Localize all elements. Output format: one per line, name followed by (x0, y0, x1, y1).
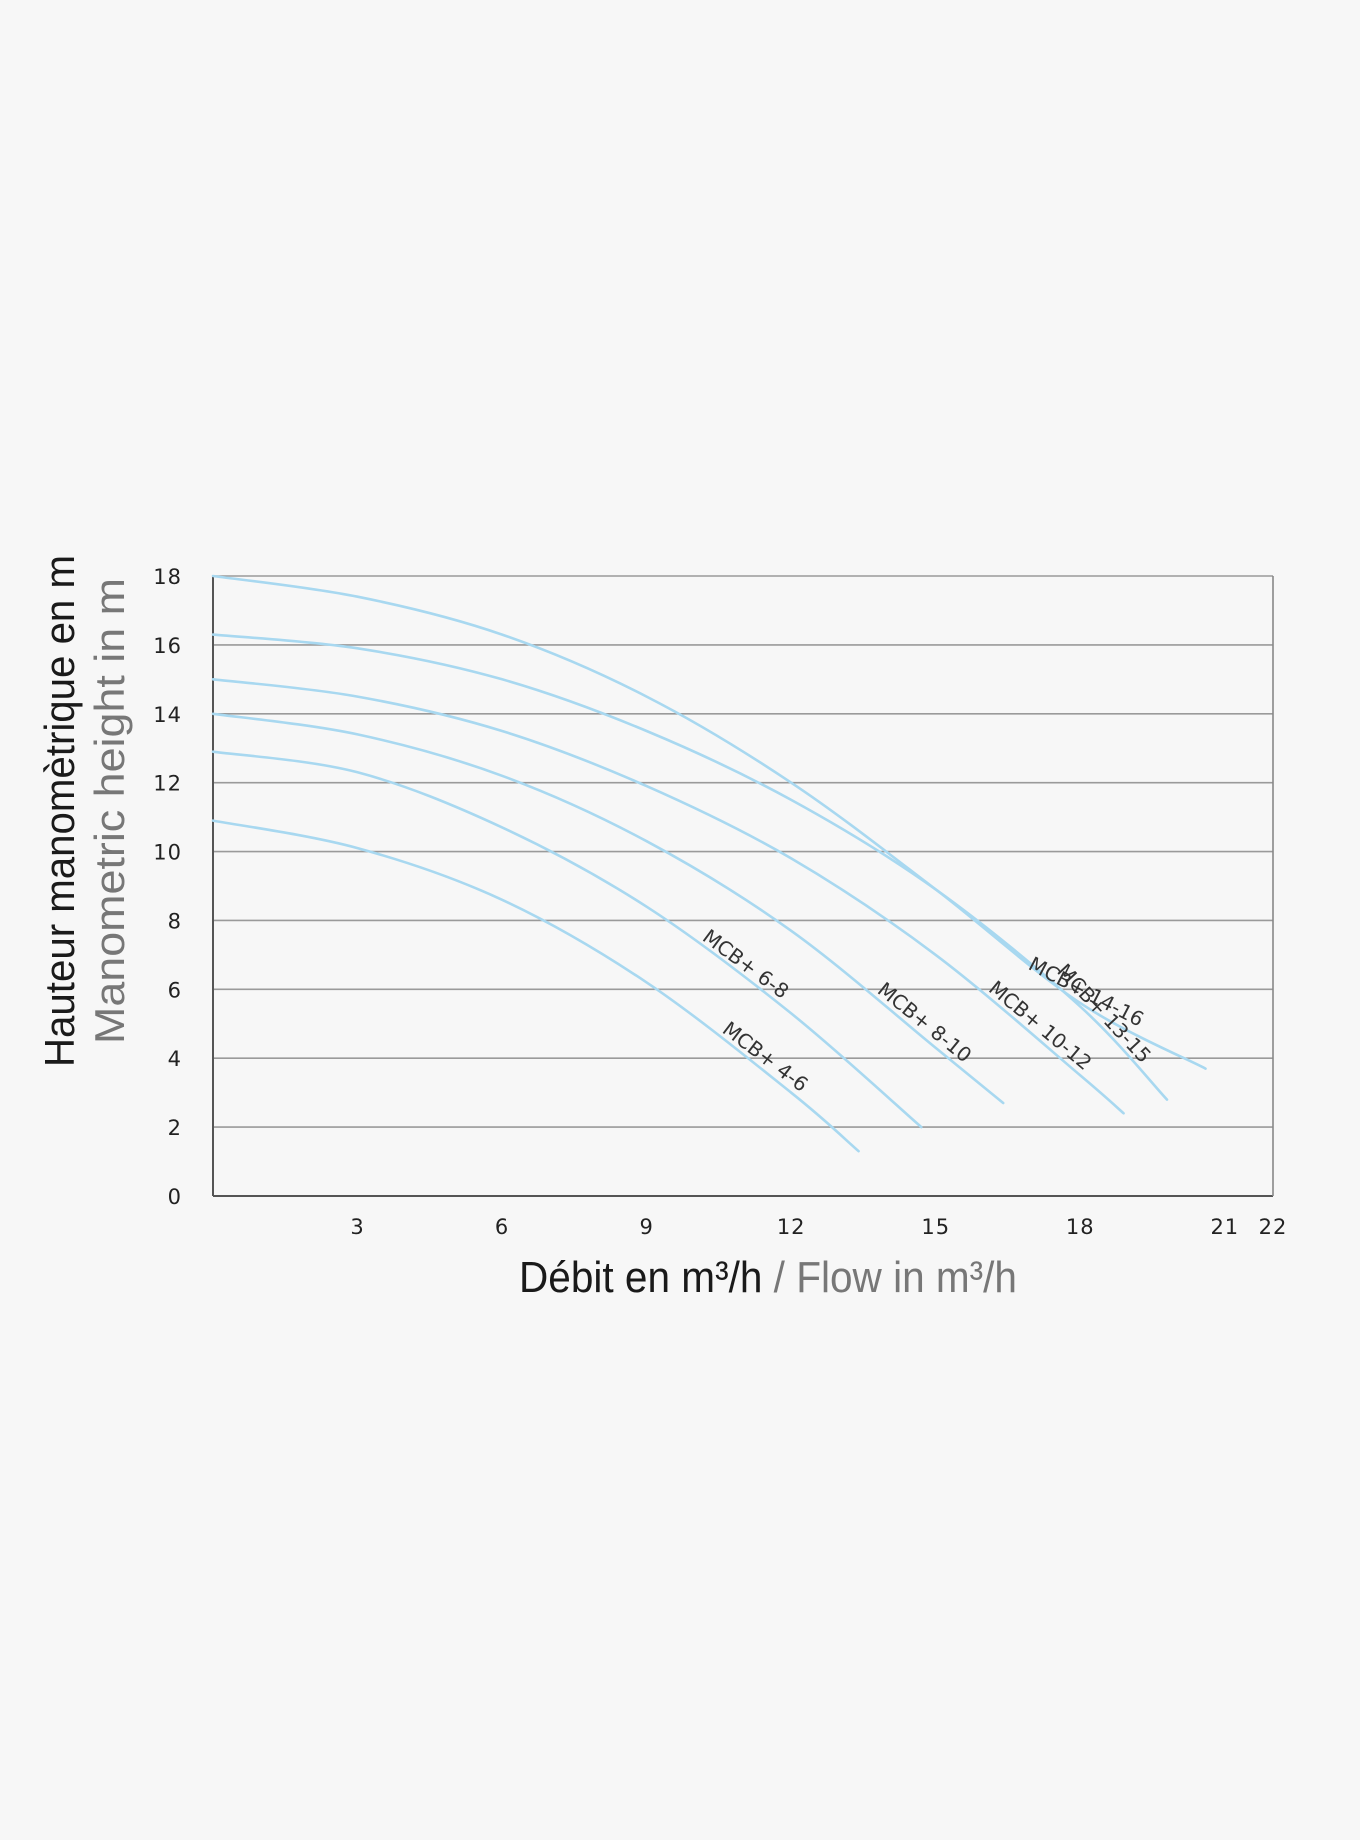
curve-mcb-14-16 (211, 574, 1207, 1070)
x-tick-label-6: 6 (495, 1215, 509, 1239)
y-tick-label-10: 10 (153, 841, 182, 865)
x-tick-label-15: 15 (921, 1215, 950, 1239)
y-tick-label-8: 8 (168, 909, 182, 933)
curve-mcb-13-15 (211, 633, 1169, 1101)
curve-label-mcb-8-10: MCB+ 8-10 (873, 977, 976, 1067)
y-axis-title-fr: Hauteur manomètrique en m (36, 555, 83, 1067)
x-tick-label-18: 18 (1066, 1215, 1095, 1239)
y-tick-label-6: 6 (168, 978, 182, 1002)
x-tick-label-12: 12 (777, 1215, 806, 1239)
x-tick-label-9: 9 (639, 1215, 653, 1239)
y-tick-label-12: 12 (153, 772, 182, 796)
x-axis-title-fr: Débit en m³/h (519, 1253, 762, 1302)
y-tick-label-14: 14 (153, 703, 182, 727)
y-tick-label-0: 0 (168, 1185, 182, 1209)
curve-mcb-8-10 (211, 712, 1005, 1105)
y-axis-title-en: Manometric height in m (86, 578, 133, 1044)
curve-label-mcb-4-6: MCB+ 4-6 (718, 1016, 813, 1096)
curve-label-mcb-6-8: MCB+ 6-8 (698, 924, 793, 1003)
tick-labels: 0 2 4 6 8 10 12 14 16 18 3 6 9 12 15 18 21 22 (153, 565, 1288, 1239)
curve-mcb-10-12 (211, 678, 1125, 1115)
y-tick-label-4: 4 (168, 1047, 182, 1071)
x-axis-title-en: Flow in m³/h (796, 1253, 1017, 1302)
y-tick-label-18: 18 (153, 565, 182, 589)
curve-mcb-6-8 (211, 750, 923, 1129)
y-tick-label-16: 16 (153, 634, 182, 658)
y-tick-label-2: 2 (168, 1116, 182, 1140)
x-axis-title-separator: / (762, 1253, 796, 1302)
x-tick-label-22: 22 (1259, 1215, 1288, 1239)
curve-mcb-4-6 (211, 819, 860, 1153)
x-tick-label-3: 3 (350, 1215, 364, 1239)
x-axis-title: Débit en m³/h / Flow in m³/h (519, 1253, 1017, 1302)
x-tick-label-21: 21 (1210, 1215, 1239, 1239)
curves (211, 574, 1207, 1153)
